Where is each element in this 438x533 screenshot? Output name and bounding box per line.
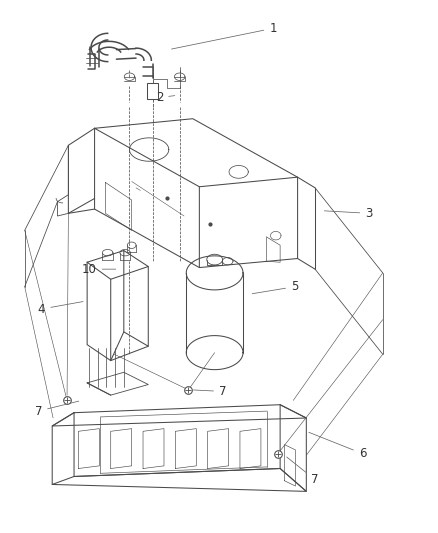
Text: 7: 7: [286, 457, 318, 486]
Bar: [148, 83, 158, 99]
Text: 10: 10: [82, 263, 116, 276]
Text: 4: 4: [38, 302, 83, 316]
Text: 7: 7: [35, 401, 79, 417]
Text: 2: 2: [155, 91, 175, 104]
Text: 3: 3: [325, 207, 373, 220]
Text: 1: 1: [172, 22, 277, 49]
Text: 5: 5: [252, 280, 298, 294]
Text: 6: 6: [309, 432, 366, 460]
Text: 7: 7: [194, 385, 226, 398]
